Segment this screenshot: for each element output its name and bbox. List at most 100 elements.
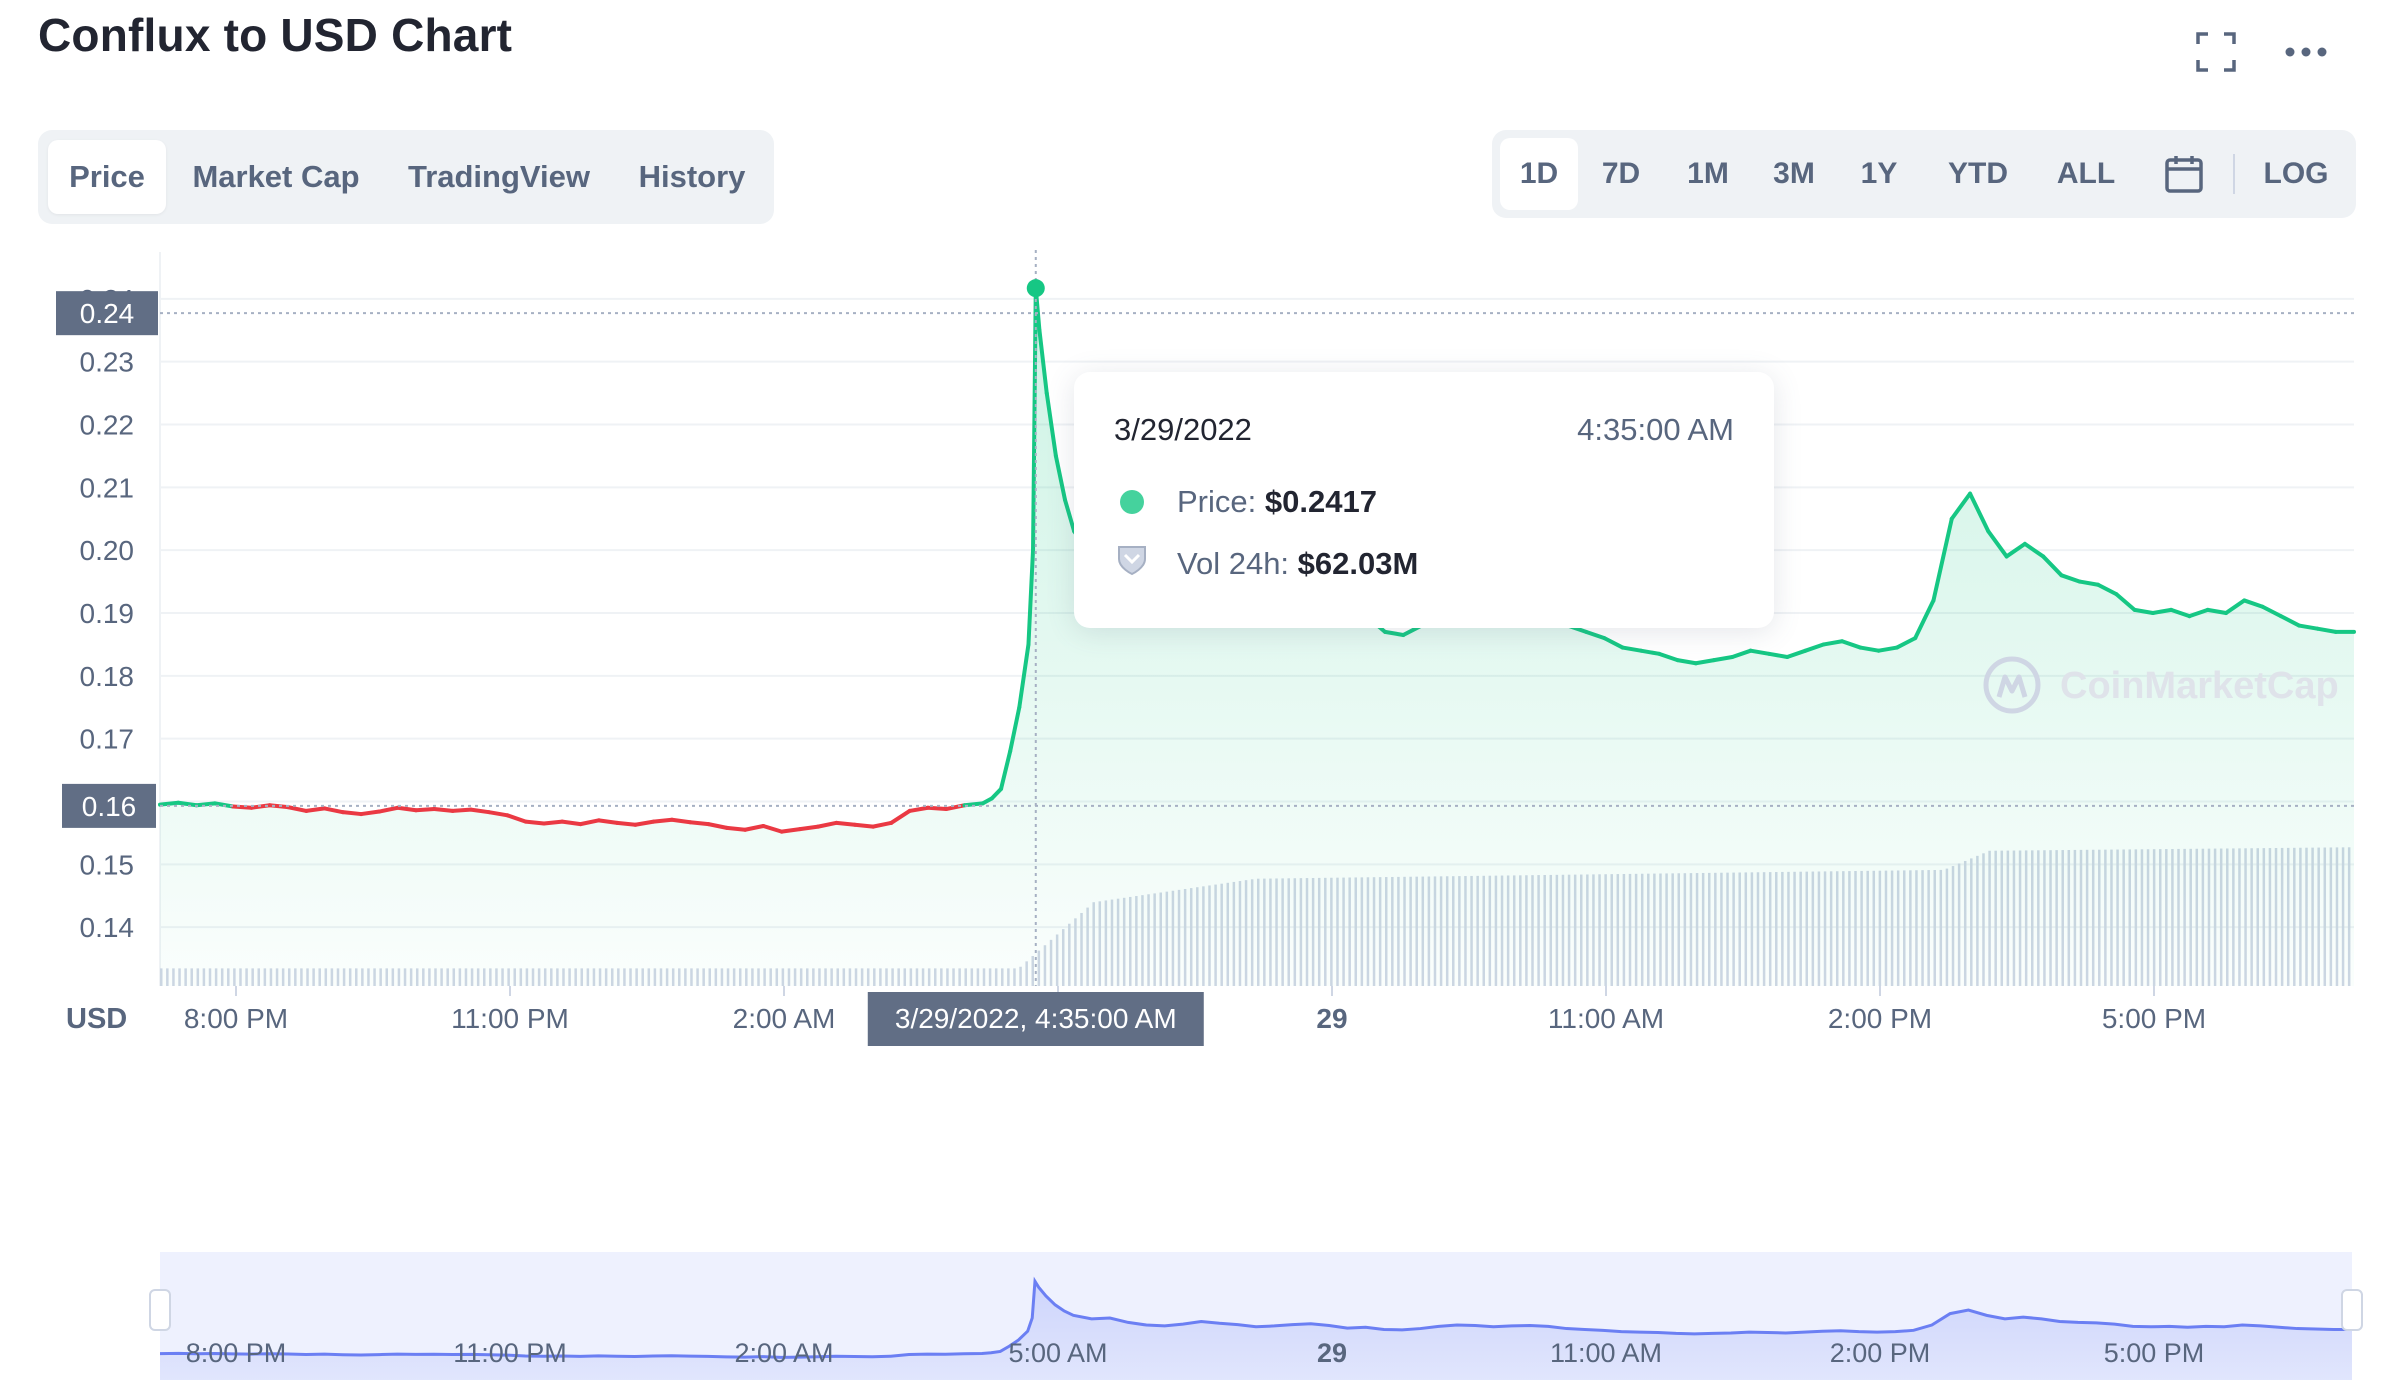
price-line-segment	[1031, 286, 1038, 553]
price-line-segment	[834, 820, 857, 827]
price-line-segment	[1748, 648, 1771, 656]
x-tick-label: 8:00 PM	[184, 1003, 288, 1034]
navigator-tick-label: 2:00 AM	[734, 1338, 833, 1368]
fullscreen-button[interactable]	[2186, 22, 2246, 82]
price-line-segment	[432, 807, 455, 813]
range-1m[interactable]: 1M	[1687, 157, 1729, 190]
price-line-segment	[669, 817, 693, 825]
price-line-segment	[2132, 607, 2155, 615]
price-line-segment	[925, 805, 949, 812]
navigator-tick-label: 11:00 AM	[1550, 1338, 1662, 1368]
navigator-tick-label: 29	[1317, 1338, 1347, 1368]
price-line-segment	[633, 819, 656, 827]
price-line-segment	[505, 813, 528, 824]
y-tick-label: 0.14	[80, 912, 135, 943]
calendar-button[interactable]	[2152, 138, 2216, 210]
range-7d[interactable]: 7D	[1601, 157, 1641, 190]
price-line-segment	[1620, 645, 1643, 653]
x-tick-label: 11:00 PM	[451, 1003, 569, 1034]
range-3m[interactable]: 3M	[1773, 157, 1815, 190]
x-tick-label: 2:00 AM	[733, 1003, 836, 1034]
chart-tooltip: 3/29/2022 4:35:00 AM Price: $0.2417 Vol …	[1074, 372, 1774, 628]
x-tick-label: 11:00 AM	[1548, 1003, 1664, 1034]
price-line-segment	[1602, 636, 1625, 650]
range-separator	[2233, 154, 2235, 194]
baseline-label: 0.16	[82, 791, 137, 822]
price-line-segment	[1026, 548, 1036, 647]
x-tick-label: 5:00 PM	[2102, 1003, 2206, 1034]
price-line-segment	[2260, 604, 2283, 619]
price-line-segment	[468, 807, 492, 815]
price-line-segment	[2096, 582, 2119, 597]
crosshair-price-label: 0.24	[80, 298, 135, 329]
tooltip-price-row: Price: $0.2417	[1177, 484, 1377, 520]
price-line-segment	[1053, 453, 1068, 502]
price-line-segment	[1382, 629, 1406, 637]
price-line-segment	[2315, 626, 2338, 634]
price-line-segment	[1986, 529, 2009, 559]
price-line-segment	[816, 820, 839, 829]
price-line-segment	[377, 805, 400, 814]
price-line-segment	[944, 803, 967, 812]
price-line-segment	[688, 820, 711, 827]
price-line-segment	[779, 827, 802, 834]
chart-type-tabs: Price Market Cap TradingView History	[38, 130, 774, 224]
tooltip-price-label: Price:	[1177, 484, 1257, 519]
price-line-segment	[231, 804, 254, 810]
price-line-segment	[1858, 645, 1881, 653]
price-line-segment	[761, 823, 784, 834]
price-line-segment	[1063, 497, 1077, 534]
price-line-segment	[2205, 607, 2229, 615]
price-line-segment	[194, 801, 217, 808]
price-line-segment	[651, 817, 674, 824]
price-line-segment	[2150, 607, 2174, 615]
crosshair-time-label: 3/29/2022, 4:35:00 AM	[895, 1003, 1177, 1034]
crosshair-time-badge	[867, 992, 1204, 1046]
price-line-segment	[615, 820, 638, 827]
price-line-segment	[2297, 623, 2320, 631]
price-chart[interactable]: 0.14 0.15 0.16 0.17 0.18 0.19 0.20 0.21 0.22 0.23…	[0, 240, 2388, 1392]
y-tick-label: 0.18	[80, 661, 135, 692]
price-line-segment	[797, 824, 821, 832]
price-line-segment	[871, 820, 894, 829]
currency-label: USD	[66, 1003, 127, 1035]
price-line-segment	[889, 808, 912, 825]
navigator-right-handle[interactable]	[2341, 1289, 2363, 1331]
baseline-badge	[62, 783, 156, 828]
price-dot-icon	[1120, 490, 1144, 514]
x-tick-label: 2:00 PM	[1828, 1003, 1932, 1034]
more-options-button[interactable]	[2276, 22, 2336, 82]
range-ytd[interactable]: YTD	[1948, 157, 2008, 190]
price-line-segment	[1931, 516, 1954, 603]
x-tick-label: 29	[1316, 1003, 1347, 1034]
crosshair-point	[1026, 279, 1045, 298]
price-line-segment	[285, 805, 309, 813]
price-line-segment	[1044, 391, 1058, 458]
range-all[interactable]: ALL	[2056, 157, 2116, 190]
tab-price[interactable]: Price	[48, 140, 166, 214]
range-1d[interactable]: 1D	[1500, 138, 1578, 210]
tooltip-time: 4:35:00 AM	[1577, 412, 1734, 447]
price-line-segment	[176, 800, 199, 808]
navigator-left-handle[interactable]	[149, 1289, 171, 1331]
y-tick-label: 0.19	[80, 598, 135, 629]
price-line-segment	[2114, 592, 2137, 612]
navigator-tick-label: 11:00 PM	[453, 1338, 567, 1368]
price-line-segment	[1675, 658, 1698, 666]
tab-tradingview[interactable]: TradingView	[407, 159, 591, 194]
tab-history[interactable]: History	[638, 159, 746, 194]
price-line-segment	[743, 823, 766, 832]
tooltip-price-value: $0.2417	[1264, 484, 1377, 519]
log-scale-toggle[interactable]: LOG	[2263, 157, 2329, 190]
price-line-segment	[395, 805, 418, 813]
price-line-segment	[1803, 642, 1826, 653]
price-line-segment	[989, 786, 1004, 801]
price-line-segment	[1968, 491, 1991, 534]
tab-market-cap[interactable]: Market Cap	[192, 159, 360, 194]
price-area-fill	[160, 288, 2354, 986]
range-1y[interactable]: 1Y	[1860, 157, 1898, 190]
price-line-segment	[596, 818, 620, 825]
price-line-segment	[2224, 598, 2247, 615]
time-range-selector: 1D 7D 1M 3M 1Y YTD ALL LOG	[1492, 130, 2356, 218]
price-line-segment	[2077, 579, 2101, 587]
